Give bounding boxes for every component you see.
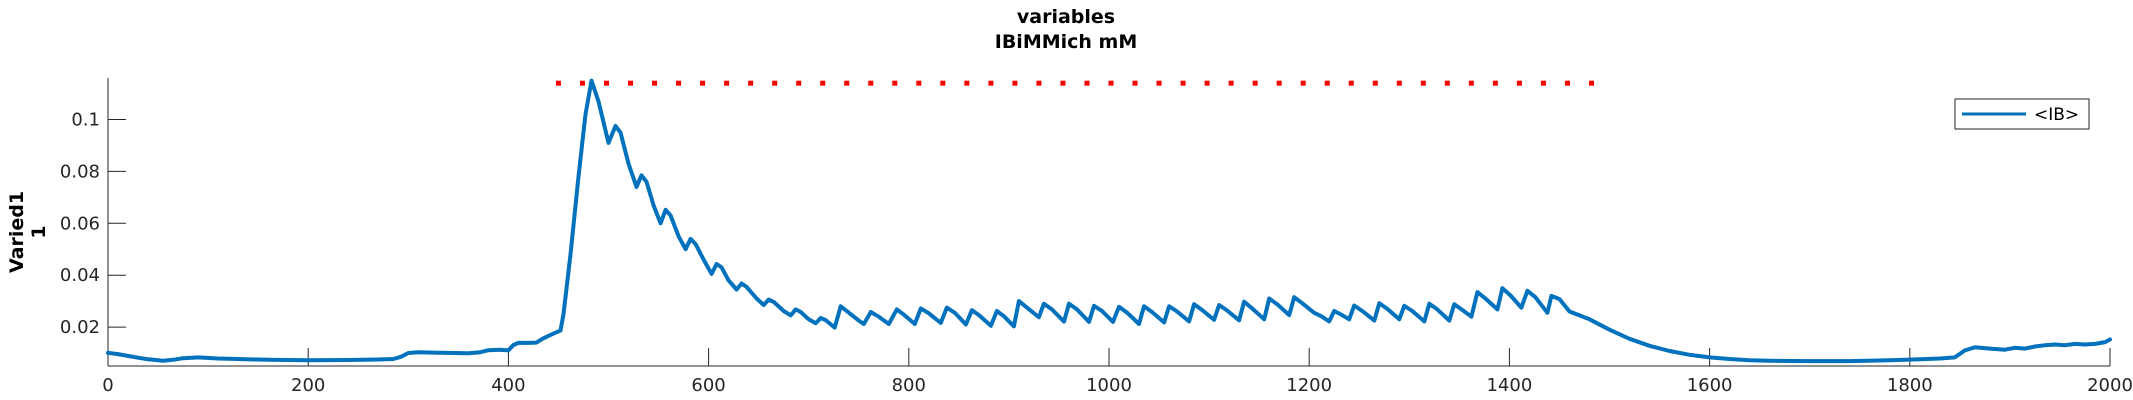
threshold-dot	[1420, 80, 1426, 86]
chart-title-line1: variables	[1017, 6, 1115, 28]
x-tick-label: 1000	[1086, 375, 1132, 396]
y-axis-label-line2: 1	[28, 225, 50, 238]
y-tick-label: 0.06	[60, 213, 100, 234]
legend-label: <IB>	[2034, 105, 2079, 125]
threshold-dot	[964, 80, 970, 86]
x-tick-label: 1200	[1286, 375, 1332, 396]
threshold-dot	[892, 80, 898, 86]
threshold-dot	[628, 80, 634, 86]
threshold-dot	[1252, 80, 1258, 86]
x-tick-label: 0	[102, 375, 113, 396]
x-tick-label: 1600	[1687, 375, 1733, 396]
threshold-dot	[1036, 80, 1042, 86]
threshold-dot	[1516, 80, 1522, 86]
threshold-dot	[676, 80, 682, 86]
threshold-dot	[940, 80, 946, 86]
threshold-dot	[1084, 80, 1090, 86]
threshold-dot	[1348, 80, 1354, 86]
threshold-dot	[1564, 80, 1570, 86]
threshold-dot	[1156, 80, 1162, 86]
threshold-dot	[579, 80, 585, 86]
y-tick-label: 0.04	[60, 265, 100, 286]
y-tick-label: 0.08	[60, 161, 100, 182]
threshold-dot	[1012, 80, 1018, 86]
plot-area	[106, 78, 2112, 364]
threshold-dot	[772, 80, 778, 86]
threshold-dot	[603, 80, 609, 86]
legend: <IB>	[1954, 98, 2090, 130]
x-tick-label: 600	[691, 375, 725, 396]
series-ib-line	[106, 78, 2112, 364]
threshold-dot	[555, 80, 561, 86]
threshold-dot	[988, 80, 994, 86]
axes: 0 200 400 600 800 1000 1200 1400 1600 1800 2000 0.0…	[60, 78, 2133, 396]
threshold-dot	[1108, 80, 1114, 86]
x-tick-label: 1800	[1887, 375, 1933, 396]
threshold-dot	[652, 80, 658, 86]
threshold-dot	[724, 80, 730, 86]
threshold-dot	[1132, 80, 1138, 86]
threshold-dot	[1588, 80, 1594, 86]
x-tick-label: 800	[892, 375, 926, 396]
threshold-dot	[868, 80, 874, 86]
x-tick-label: 2000	[2087, 375, 2133, 396]
threshold-dot	[1180, 80, 1186, 86]
threshold-dot	[1372, 80, 1378, 86]
threshold-dot	[1228, 80, 1234, 86]
x-tick-label: 400	[491, 375, 525, 396]
threshold-dot	[1468, 80, 1474, 86]
threshold-dot	[820, 80, 826, 86]
x-tick-label: 1400	[1486, 375, 1532, 396]
threshold-dot	[1060, 80, 1066, 86]
y-tick-label: 0.02	[60, 317, 100, 338]
threshold-dot	[1540, 80, 1546, 86]
y-axis-label-line1: Varied1	[6, 191, 28, 273]
x-tick-label: 200	[291, 375, 325, 396]
threshold-dot	[1300, 80, 1306, 86]
threshold-dot	[844, 80, 850, 86]
threshold-dot	[1276, 80, 1282, 86]
threshold-dot	[1204, 80, 1210, 86]
threshold-dot	[1324, 80, 1330, 86]
y-axis-label: Varied1 1	[6, 191, 50, 273]
chart-title-line2: IBiMMich mM	[995, 31, 1138, 53]
threshold-dot	[1396, 80, 1402, 86]
threshold-dot	[700, 80, 706, 86]
threshold-dot	[748, 80, 754, 86]
threshold-dot	[1444, 80, 1450, 86]
threshold-dot	[1492, 80, 1498, 86]
threshold-dot	[796, 80, 802, 86]
y-tick-label: 0.1	[71, 110, 100, 131]
threshold-dot	[916, 80, 922, 86]
